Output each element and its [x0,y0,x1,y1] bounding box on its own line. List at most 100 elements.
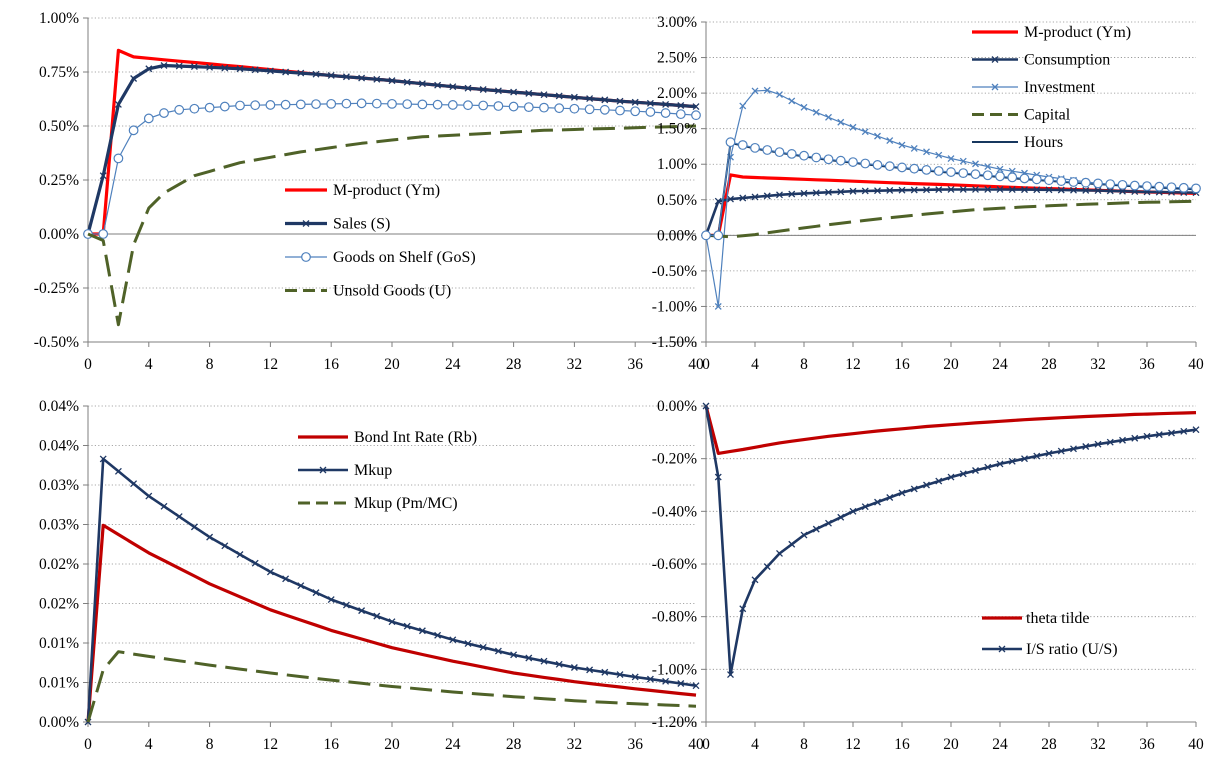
data-point [282,575,290,583]
legend-item: Mkup [298,462,392,479]
legend-item: theta tilde [982,610,1090,627]
data-point [113,153,124,164]
data-point [886,137,894,145]
data-point [860,158,871,169]
data-point [494,647,502,655]
series-line [704,188,1197,236]
data-point [449,83,457,91]
y-tick-label: -0.20% [652,451,697,468]
legend-label: Bond Int Rate (Rb) [354,429,477,446]
x-tick-label: 28 [1041,356,1057,373]
data-point [739,102,747,110]
x-tick-label: 16 [894,356,910,373]
data-point [1129,180,1140,191]
legend-marker [301,252,311,262]
data-point [616,97,624,105]
data-point [356,98,367,109]
data-point [447,100,458,110]
legend: M-product (Ym) Sales (S) Goods on Shelf (G… [285,182,476,300]
data-point [387,98,397,109]
legend-item: Consumption [972,52,1110,69]
data-point [837,188,845,196]
data-point [788,190,796,198]
data-point [586,666,594,674]
data-point [175,513,183,521]
x-tick-label: 8 [800,356,808,373]
series-line [705,199,1197,239]
series-line [86,650,697,723]
data-point [984,463,992,471]
x-tick-label: 32 [1090,356,1106,373]
data-point [388,618,396,626]
x-tick-label: 8 [800,736,808,753]
legend-label: M-product (Ym) [333,182,440,199]
data-point [776,91,783,98]
x-tick-label: 40 [1188,356,1204,373]
x-tick-label: 36 [1139,736,1155,753]
legend-item: Capital [972,107,1071,124]
data-point [554,103,565,114]
legend-item: Mkup (Pm/MC) [298,495,458,512]
data-point [510,88,518,96]
data-point [388,77,396,85]
y-tick-label: 0.02% [39,556,79,573]
data-point [434,631,442,639]
data-point [508,101,519,112]
data-point [358,74,366,82]
data-point [479,643,487,651]
data-point [763,192,771,200]
data-point [190,63,198,71]
data-point [1082,443,1090,450]
data-point [403,622,411,630]
data-point [327,596,335,604]
data-point [1131,434,1139,442]
data-point [825,113,832,121]
data-point [898,489,906,497]
data-point [1105,179,1116,190]
data-point [800,103,808,111]
data-point [493,101,504,111]
series-1 [88,48,697,236]
data-point [1094,440,1102,448]
data-point [849,507,857,515]
data-point [432,99,443,110]
legend-marker [991,56,999,63]
data-point [660,108,671,118]
data-point [631,98,639,106]
data-point [861,187,869,195]
data-point [145,65,153,73]
y-tick-label: 0.00% [657,398,697,415]
legend-label: Sales (S) [333,216,390,233]
legend-label: Investment [1024,79,1096,96]
data-point [251,66,259,74]
data-point [280,99,291,110]
data-point [1166,182,1177,193]
x-tick-label: 36 [627,736,643,753]
data-point [145,492,153,500]
data-point [1019,173,1030,184]
x-tick-label: 4 [145,356,153,373]
x-tick-label: 28 [506,356,522,373]
data-point [1021,455,1028,463]
data-point [762,145,773,155]
y-tick-label: -1.00% [652,298,697,315]
y-tick-label: -0.40% [652,503,697,520]
legend-label: Mkup [354,462,392,479]
series-1 [86,523,697,723]
data-point [995,171,1005,182]
y-tick-label: 1.50% [657,121,697,138]
data-point [250,100,261,111]
data-point [702,402,710,410]
x-tick-label: 40 [688,356,704,373]
data-point [371,98,382,109]
series-3 [702,86,1200,310]
data-point [1168,429,1175,437]
data-point [923,481,930,489]
y-tick-label: 0.04% [39,438,79,455]
series-line [705,89,1197,307]
data-point [570,664,578,671]
data-point [540,91,548,99]
legend-item: I/S ratio (U/S) [982,641,1118,658]
y-tick-label: 0.00% [39,714,79,731]
x-tick-label: 12 [263,736,279,753]
